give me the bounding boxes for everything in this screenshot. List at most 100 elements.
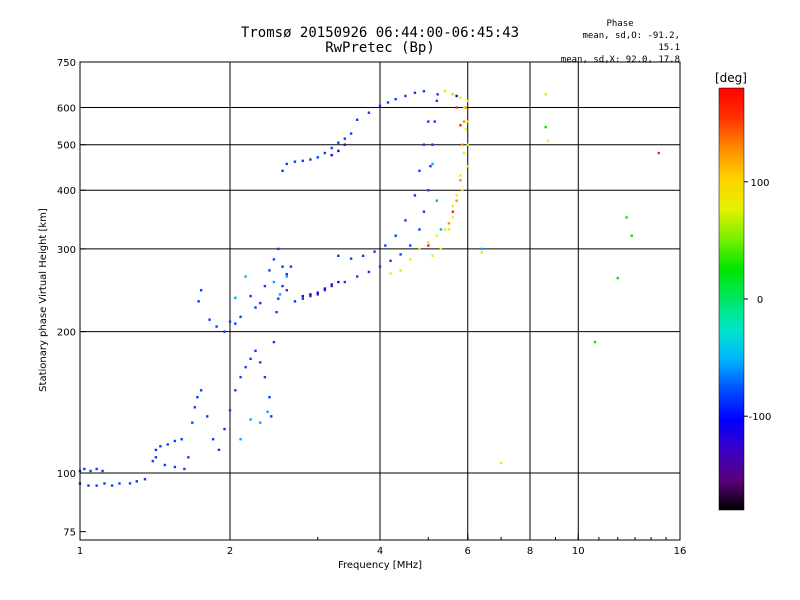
data-point	[343, 280, 347, 284]
data-point	[83, 467, 86, 471]
data-point	[384, 244, 387, 247]
data-point	[466, 99, 469, 103]
data-point	[422, 143, 426, 146]
data-point	[439, 228, 443, 231]
data-point	[285, 162, 288, 166]
axis-ticks: 1 2 4 6 8 10 16 75 100 200 300 400 500 600 750	[57, 58, 686, 557]
data-point	[436, 93, 439, 96]
data-point	[228, 320, 232, 323]
data-point	[254, 306, 257, 309]
data-point	[459, 124, 462, 127]
data-point	[343, 137, 347, 140]
data-point	[413, 91, 417, 94]
data-points	[78, 89, 660, 487]
data-point	[443, 228, 447, 231]
data-point	[394, 234, 397, 237]
data-point	[427, 120, 430, 123]
data-point	[277, 297, 280, 300]
chart-title: Tromsø 20150926 06:44:00-06:45:43	[240, 25, 520, 41]
data-point	[293, 160, 297, 163]
x-tick-label: 10	[572, 546, 585, 557]
data-point	[285, 289, 288, 292]
x-axis-label: Frequency [MHz]	[338, 560, 422, 571]
y-tick-label: 600	[57, 104, 76, 115]
data-point	[439, 247, 443, 251]
chart-subtitle: RwPretec (Bp)	[325, 40, 435, 56]
data-point	[278, 293, 282, 296]
data-point	[89, 469, 92, 473]
data-point	[435, 234, 438, 237]
data-point	[593, 340, 597, 344]
data-point	[211, 438, 215, 441]
data-point	[151, 459, 155, 463]
data-point	[422, 210, 426, 213]
data-point	[451, 210, 455, 213]
x-tick-label: 6	[465, 546, 471, 557]
data-point	[464, 106, 468, 109]
data-point	[361, 254, 365, 258]
data-point	[431, 162, 434, 166]
data-point	[427, 241, 430, 244]
data-point	[268, 269, 271, 272]
data-point	[309, 294, 312, 298]
phase-stats-x: mean, sd,X: 92.0, 17.8	[560, 55, 680, 65]
phase-stats-o: mean, sd,O: -91.2, 15.1	[582, 31, 680, 53]
data-point	[427, 189, 430, 192]
y-tick-label: 200	[57, 328, 76, 339]
data-point	[263, 375, 267, 379]
data-point	[330, 284, 333, 288]
data-point	[461, 189, 464, 192]
data-point	[135, 480, 138, 483]
data-point	[239, 438, 242, 441]
data-point	[87, 484, 90, 487]
data-point	[228, 409, 232, 412]
data-point	[451, 216, 455, 219]
data-point	[413, 194, 417, 197]
colorbar-tick-label: 0	[757, 295, 763, 306]
data-point	[337, 141, 340, 144]
data-point	[418, 247, 421, 251]
data-point	[266, 410, 269, 413]
data-point	[166, 443, 169, 446]
data-point	[337, 254, 340, 258]
data-point	[455, 106, 458, 109]
data-point	[499, 461, 503, 465]
data-point	[447, 222, 451, 225]
data-point	[239, 315, 242, 319]
data-point	[272, 258, 276, 261]
data-point	[191, 421, 194, 424]
data-point	[461, 143, 464, 146]
data-point	[196, 396, 199, 399]
data-point	[455, 194, 458, 197]
x-tick-label: 16	[674, 546, 687, 557]
data-point	[466, 120, 469, 123]
data-point	[163, 463, 167, 467]
data-point	[451, 204, 455, 208]
phase-stats-header: Phase	[606, 19, 634, 29]
data-point	[544, 125, 547, 129]
data-point	[451, 93, 455, 96]
data-point	[197, 300, 200, 303]
data-point	[215, 325, 218, 328]
data-point	[95, 467, 98, 471]
data-point	[323, 151, 327, 155]
data-point	[466, 164, 469, 168]
data-point	[443, 89, 447, 93]
data-point	[159, 445, 162, 448]
phase-stats: Phase mean, sd,O: -91.2, 15.1 mean, sd,X…	[560, 18, 680, 66]
data-point	[154, 448, 158, 452]
data-point	[249, 418, 252, 421]
data-point	[480, 247, 483, 251]
data-point	[293, 300, 297, 303]
data-point	[208, 318, 211, 321]
data-point	[128, 482, 132, 485]
data-point	[263, 284, 267, 288]
phase-colorbar: [deg] 100 0 -100	[715, 71, 772, 511]
data-point	[268, 396, 271, 399]
data-point	[187, 456, 190, 459]
colorbar-tick-label: -100	[749, 412, 772, 423]
x-tick-label: 8	[527, 546, 533, 557]
data-point	[270, 415, 273, 418]
data-point	[435, 199, 438, 202]
data-point	[455, 199, 458, 202]
